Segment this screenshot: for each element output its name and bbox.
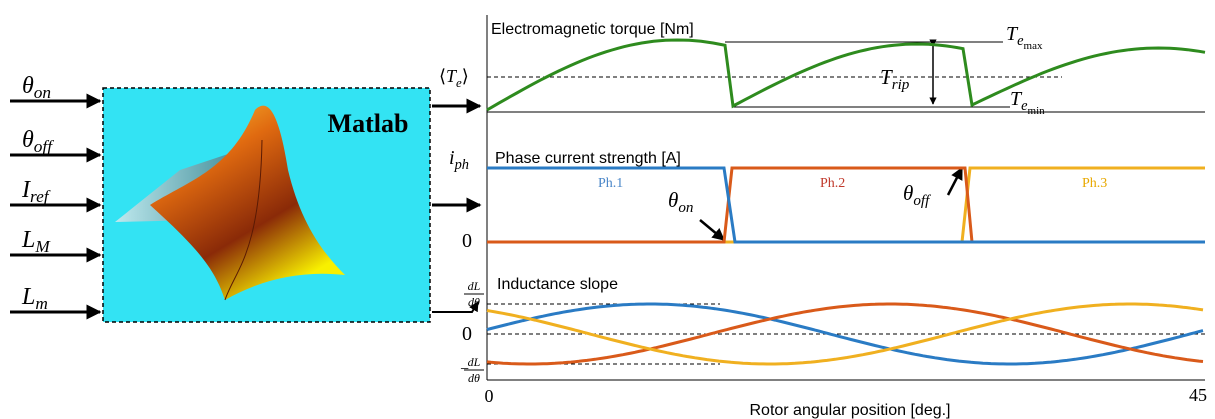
symbol: T — [1006, 23, 1019, 45]
symbol: T — [446, 66, 458, 86]
subscript: on — [34, 83, 51, 102]
dashed-lines — [487, 76, 1205, 365]
phase-label: Ph.1 — [598, 176, 623, 191]
math-label: Temax — [1006, 23, 1043, 52]
surface-ridge — [224, 139, 263, 301]
axes — [486, 15, 1205, 381]
curves — [486, 38, 1206, 366]
bracket: ⟨ — [439, 66, 446, 86]
symbol: θ — [668, 188, 678, 212]
denominator: dθ — [468, 295, 480, 309]
symbol: θ — [22, 73, 34, 99]
denominator: dθ — [468, 371, 480, 385]
subscript: ref — [30, 187, 51, 206]
symbol: L — [21, 227, 35, 253]
phase-3-slope — [486, 302, 1204, 366]
phase-1-current — [487, 166, 1205, 244]
math-label: θon — [668, 188, 693, 216]
subscript: M — [34, 237, 51, 256]
math-label: θoff — [903, 181, 931, 209]
surface — [150, 105, 345, 300]
math-label: Lm — [21, 284, 48, 313]
y-label: 0 — [462, 323, 472, 345]
math-label: Temin — [1010, 88, 1045, 117]
numerator: dL — [468, 279, 481, 293]
math-label: iph — [449, 147, 469, 173]
math-label: Trip — [880, 65, 910, 93]
math-label: θon — [22, 73, 51, 102]
x-axis-label: Rotor angular position [deg.] — [749, 402, 950, 419]
block-label: Matlab — [328, 109, 409, 138]
subscript: e — [456, 75, 462, 90]
on-arrow — [699, 219, 725, 241]
arrows — [10, 93, 482, 320]
symbol: T — [880, 65, 893, 89]
subscript: rip — [892, 77, 910, 93]
symbol: i — [449, 147, 455, 169]
plot-title: Inductance slope — [497, 276, 618, 293]
bracket: ⟩ — [462, 66, 469, 86]
symbol: T — [1010, 88, 1023, 110]
symbol: θ — [22, 127, 34, 153]
off-arrow — [946, 166, 964, 196]
x-tick-label: 45 — [1189, 385, 1207, 405]
numerator: dL — [468, 355, 481, 369]
x-tick-label: 0 — [485, 386, 494, 406]
plot-title: Phase current strength [A] — [495, 150, 681, 167]
subscript: m — [35, 294, 47, 313]
symbol: L — [21, 284, 35, 310]
math-label: θoff — [22, 127, 54, 156]
math-label: LM — [21, 227, 51, 256]
phase-label: Ph.3 — [1082, 176, 1107, 191]
symbol: I — [21, 177, 31, 203]
phase-label: Ph.2 — [820, 176, 845, 191]
math-label: Iref — [21, 177, 51, 206]
subscript: on — [678, 200, 693, 216]
subscript: e — [1017, 33, 1024, 49]
subscript: off — [34, 137, 54, 156]
math-label: ⟨Te⟩ — [439, 66, 469, 90]
phase-2-slope — [486, 302, 1204, 366]
phase-1-slope — [486, 302, 1204, 366]
y-label: 0 — [462, 230, 472, 252]
subscript: min — [1028, 105, 1046, 117]
subscript: off — [913, 193, 931, 209]
subscript: e — [1021, 98, 1028, 114]
torque-curve — [486, 38, 1206, 112]
symbol: θ — [903, 181, 913, 205]
plot-title: Electromagnetic torque [Nm] — [491, 21, 694, 38]
subscript: max — [1024, 40, 1043, 52]
subscript: ph — [454, 157, 469, 173]
